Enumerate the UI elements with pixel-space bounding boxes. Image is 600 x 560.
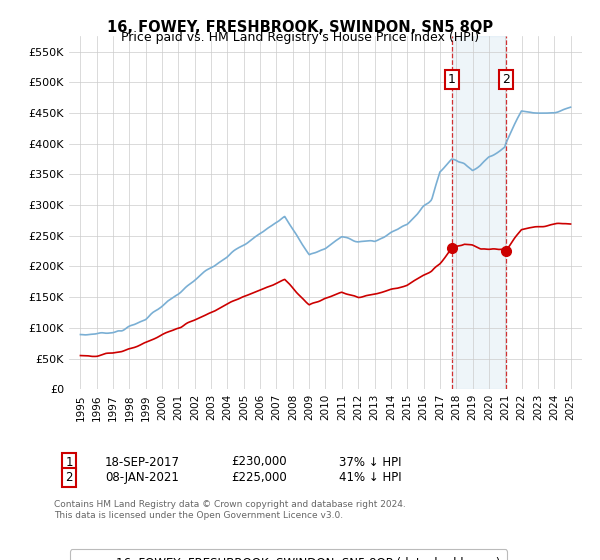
Text: 18-SEP-2017: 18-SEP-2017: [105, 455, 180, 469]
Text: 37% ↓ HPI: 37% ↓ HPI: [339, 455, 401, 469]
Text: 41% ↓ HPI: 41% ↓ HPI: [339, 470, 401, 484]
Text: 2: 2: [65, 470, 73, 484]
Text: 2: 2: [502, 73, 509, 86]
Text: 16, FOWEY, FRESHBROOK, SWINDON, SN5 8QP: 16, FOWEY, FRESHBROOK, SWINDON, SN5 8QP: [107, 20, 493, 35]
Text: 1: 1: [65, 455, 73, 469]
Text: £230,000: £230,000: [231, 455, 287, 469]
Text: Price paid vs. HM Land Registry's House Price Index (HPI): Price paid vs. HM Land Registry's House …: [121, 31, 479, 44]
Legend: 16, FOWEY, FRESHBROOK, SWINDON, SN5 8QP (detached house), HPI: Average price, de: 16, FOWEY, FRESHBROOK, SWINDON, SN5 8QP …: [70, 549, 507, 560]
Text: 08-JAN-2021: 08-JAN-2021: [105, 470, 179, 484]
Text: £225,000: £225,000: [231, 470, 287, 484]
Text: 1: 1: [448, 73, 455, 86]
Bar: [452, 36, 506, 389]
Text: This data is licensed under the Open Government Licence v3.0.: This data is licensed under the Open Gov…: [54, 511, 343, 520]
Text: Contains HM Land Registry data © Crown copyright and database right 2024.: Contains HM Land Registry data © Crown c…: [54, 500, 406, 509]
